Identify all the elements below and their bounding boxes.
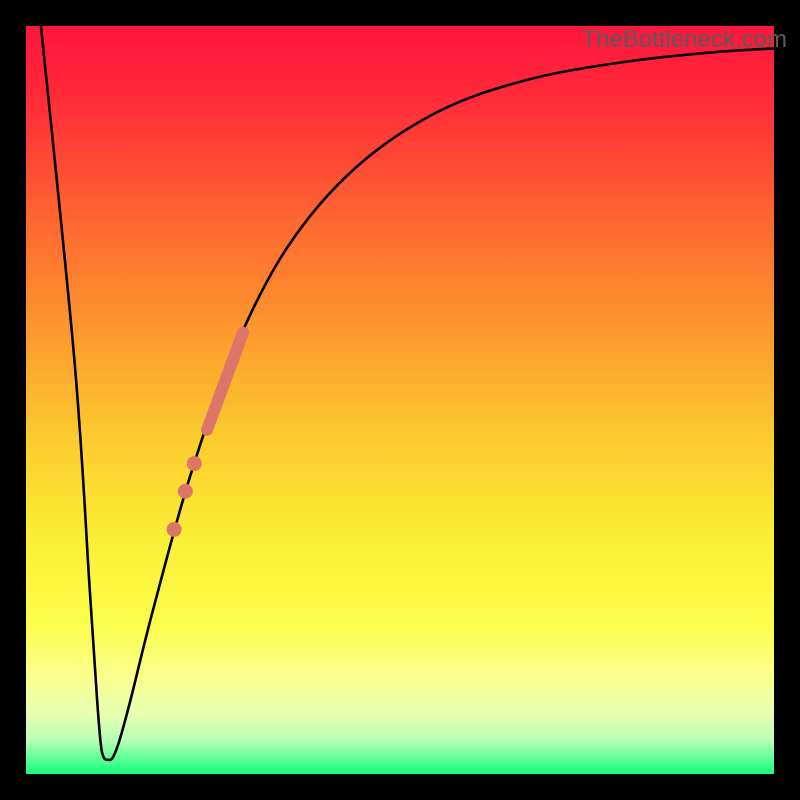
chart-svg	[0, 0, 800, 800]
highlight-dot	[167, 522, 182, 537]
highlight-dot	[187, 456, 202, 471]
highlight-dot	[178, 484, 193, 499]
plot-background	[26, 26, 774, 774]
chart-frame: TheBottleneck.com	[0, 0, 800, 800]
watermark-text: TheBottleneck.com	[582, 26, 787, 54]
